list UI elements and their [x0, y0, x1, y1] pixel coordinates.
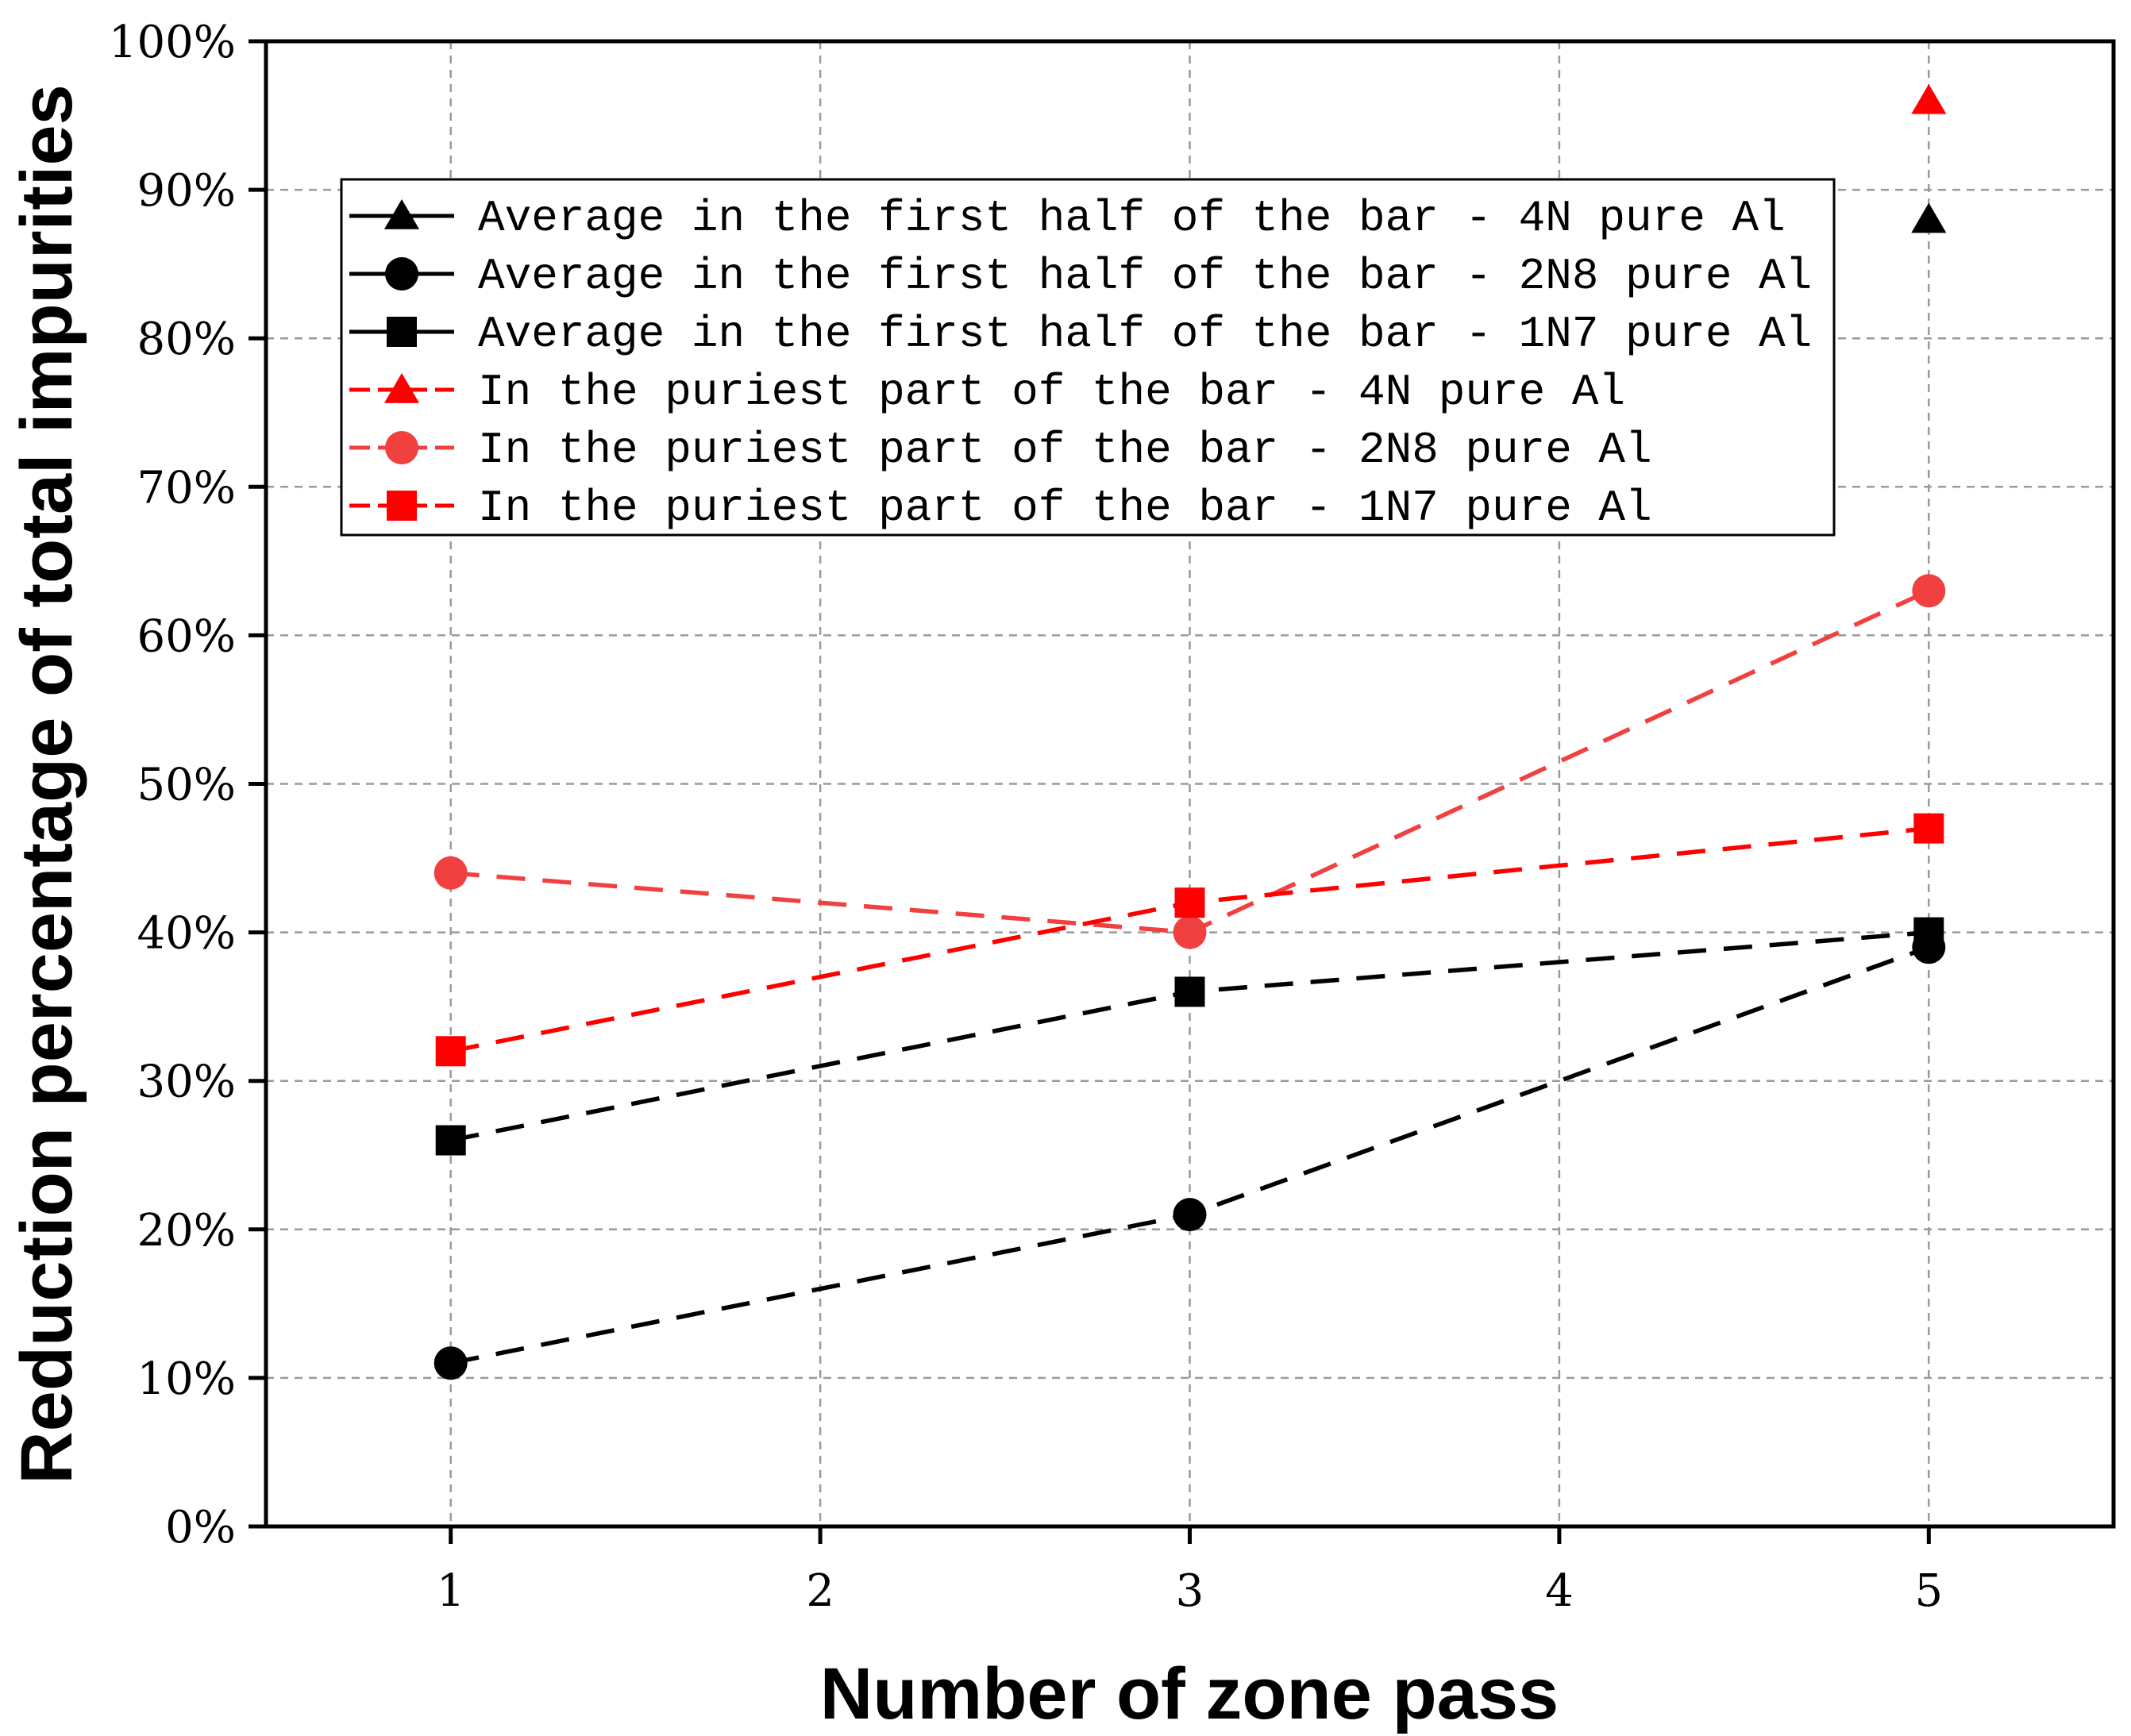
legend: Average in the first half of the bar - 4…: [340, 178, 1836, 537]
y-tick-label: 70%: [137, 462, 236, 514]
data-point-series-4: [1911, 83, 1947, 114]
x-tick-label: 4: [1545, 1565, 1574, 1617]
y-tick-label: 20%: [137, 1205, 236, 1257]
x-tick-label: 5: [1914, 1565, 1943, 1617]
x-axis-title: Number of zone pass: [820, 1653, 1559, 1734]
legend-marker: [387, 491, 417, 521]
data-point-series-3: [435, 1125, 466, 1156]
data-point-series-3: [1913, 917, 1944, 948]
y-tick-label: 40%: [137, 908, 236, 960]
legend-item: In the puriest part of the bar - 1N7 pur…: [349, 483, 1652, 533]
legend-item: Average in the first half of the bar - 2…: [349, 251, 1812, 302]
legend-marker: [383, 373, 420, 403]
legend-item: Average in the first half of the bar - 4…: [349, 193, 1786, 244]
legend-label: Average in the first half of the bar - 1…: [478, 309, 1812, 360]
series-markers: [434, 83, 1947, 1380]
legend-marker: [385, 257, 418, 291]
axis-ticks: 0% 10% 20% 30% 40% 50% 60% 70% 80% 90% 100% 1 2 3 4 5: [109, 17, 1943, 1617]
y-tick-label: 30%: [137, 1057, 236, 1108]
data-point-series-5: [1912, 574, 1946, 608]
data-point-series-6: [1174, 887, 1205, 918]
legend-box: [340, 178, 1836, 537]
x-tick-label: 2: [806, 1565, 834, 1617]
legend-label: Average in the first half of the bar - 4…: [478, 193, 1786, 244]
y-tick-label: 90%: [137, 165, 236, 217]
y-tick-label: 50%: [137, 760, 236, 811]
data-point-series-2: [434, 1346, 468, 1380]
y-tick-label: 60%: [137, 610, 236, 662]
y-tick-label: 100%: [109, 17, 236, 68]
y-tick-label: 0%: [165, 1502, 236, 1553]
data-point-series-6: [435, 1036, 466, 1067]
data-point-series-3: [1174, 976, 1205, 1007]
x-tick-label: 3: [1176, 1565, 1204, 1617]
legend-marker: [383, 199, 420, 229]
x-tick-label: 1: [437, 1565, 465, 1617]
legend-label: In the puriest part of the bar - 2N8 pur…: [478, 425, 1652, 475]
y-tick-label: 80%: [137, 314, 236, 365]
data-point-series-5: [1173, 915, 1207, 949]
legend-label: Average in the first half of the bar - 2…: [478, 251, 1812, 302]
data-point-series-5: [434, 856, 468, 890]
legend-item: In the puriest part of the bar - 4N pure…: [349, 367, 1625, 418]
legend-item: Average in the first half of the bar - 1…: [349, 309, 1812, 360]
legend-label: In the puriest part of the bar - 4N pure…: [478, 367, 1625, 418]
data-point-series-1: [1911, 202, 1947, 233]
legend-marker: [387, 317, 417, 347]
data-point-series-6: [1913, 813, 1944, 844]
data-point-series-2: [1173, 1198, 1207, 1232]
y-axis-title: Reduction percentage of total impurities: [6, 84, 87, 1484]
legend-item: In the puriest part of the bar - 2N8 pur…: [349, 425, 1652, 475]
legend-marker: [385, 431, 418, 464]
y-tick-label: 10%: [137, 1353, 236, 1405]
legend-label: In the puriest part of the bar - 1N7 pur…: [478, 483, 1652, 533]
